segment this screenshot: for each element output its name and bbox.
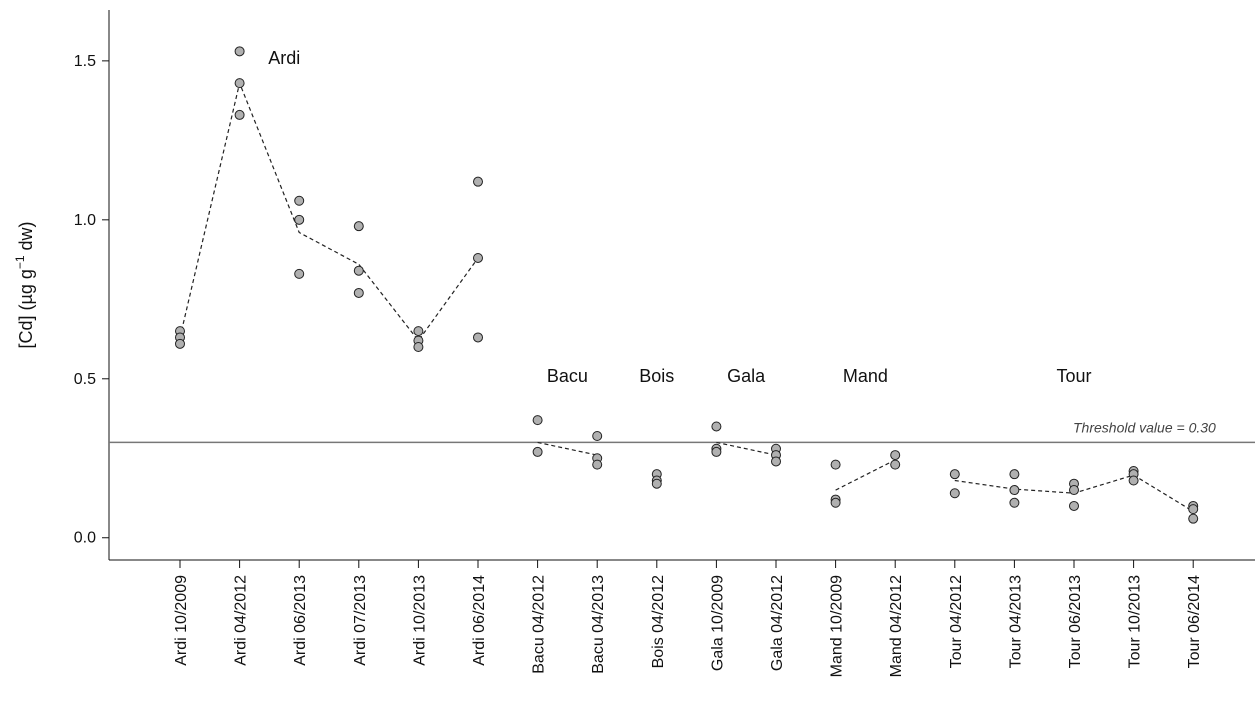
y-tick-label: 0.5	[74, 371, 96, 388]
group-label-ardi: Ardi	[268, 48, 300, 68]
data-point	[1009, 497, 1020, 508]
data-point	[1069, 485, 1079, 496]
x-tick-label: Tour 10/2013	[1127, 575, 1144, 669]
mean-line-mand	[835, 459, 896, 491]
data-point	[651, 478, 662, 489]
y-axis-label-exponent: −1	[13, 255, 27, 269]
x-tick-label: Tour 06/2013	[1067, 575, 1084, 669]
mean-lines	[179, 81, 1194, 512]
data-point	[830, 497, 841, 508]
data-point	[294, 268, 305, 279]
threshold-layer: Threshold value = 0.30	[109, 419, 1255, 444]
data-point	[353, 287, 364, 298]
x-tick-label: Ardi 06/2013	[292, 575, 309, 666]
x-tick-label: Ardi 04/2012	[233, 575, 250, 666]
x-tick-label: Tour 04/2013	[1007, 575, 1024, 669]
data-points	[175, 46, 1199, 524]
data-point	[353, 221, 364, 232]
x-tick-label: Mand 10/2009	[829, 575, 846, 677]
data-point	[532, 415, 543, 426]
data-point	[294, 214, 305, 225]
y-tick-label: 1.0	[74, 212, 96, 229]
group-label-bois: Bois	[639, 366, 674, 386]
data-point	[473, 252, 483, 263]
x-tick-label: Ardi 07/2013	[352, 575, 369, 666]
data-point	[592, 459, 603, 470]
data-point	[413, 341, 424, 352]
group-label-tour: Tour	[1056, 366, 1091, 386]
x-tick-label: Ardi 10/2013	[411, 575, 428, 666]
data-point	[711, 446, 722, 457]
mean-line-ardi	[179, 81, 479, 342]
group-label-mand: Mand	[843, 366, 888, 386]
data-point	[234, 109, 245, 120]
data-point	[1188, 504, 1199, 515]
data-point	[771, 456, 781, 467]
group-label-bacu: Bacu	[547, 366, 588, 386]
mean-line-gala	[716, 441, 777, 456]
data-point	[711, 421, 722, 432]
y-tick-label: 0.0	[74, 530, 96, 547]
group-label-gala: Gala	[727, 366, 766, 386]
y-axis-label: [Cd] (µg g−1 dw)	[13, 221, 36, 348]
x-tick-label: Tour 06/2014	[1186, 575, 1203, 669]
data-point	[473, 176, 483, 187]
axes: 0.0 0.5 1.0 1.5 [Cd] (µg g−1 dw) Ardi 10/2009…	[13, 10, 1255, 677]
data-point	[890, 450, 901, 461]
x-tick-label: Ardi 06/2014	[471, 575, 488, 666]
x-tick-label: Mand 04/2012	[888, 575, 905, 677]
x-tick-label: Bois 04/2012	[650, 575, 667, 669]
group-labels: Ardi Bacu Bois Gala Mand Tour	[268, 48, 1091, 386]
y-tick-label: 1.5	[74, 53, 96, 70]
data-point	[294, 195, 305, 206]
data-point	[1069, 500, 1079, 511]
data-point	[1188, 513, 1199, 524]
data-point	[353, 265, 364, 276]
data-point	[830, 459, 841, 470]
data-point	[592, 431, 603, 442]
data-point	[949, 469, 960, 480]
data-point	[890, 459, 901, 470]
threshold-label: Threshold value = 0.30	[1073, 419, 1216, 435]
data-point	[234, 46, 245, 57]
x-tick-label: Gala 04/2012	[769, 575, 786, 671]
data-point	[1009, 469, 1020, 480]
x-tick-label: Gala 10/2009	[709, 575, 726, 671]
y-axis-label-main: [Cd] (µg g	[16, 269, 36, 348]
x-tick-label: Ardi 10/2009	[173, 575, 190, 666]
data-point	[532, 446, 543, 457]
x-tick-label: Bacu 04/2012	[531, 575, 548, 674]
data-point	[413, 326, 424, 337]
x-tick-label: Bacu 04/2013	[590, 575, 607, 674]
data-point	[949, 488, 960, 499]
x-tick-label: Tour 04/2012	[948, 575, 965, 669]
data-point	[473, 332, 483, 343]
mean-line-bacu	[537, 441, 598, 456]
data-point	[175, 338, 185, 349]
y-axis-label-unit: dw)	[16, 221, 36, 255]
data-point	[1128, 475, 1139, 486]
data-point	[234, 78, 245, 89]
data-point	[1009, 485, 1020, 496]
